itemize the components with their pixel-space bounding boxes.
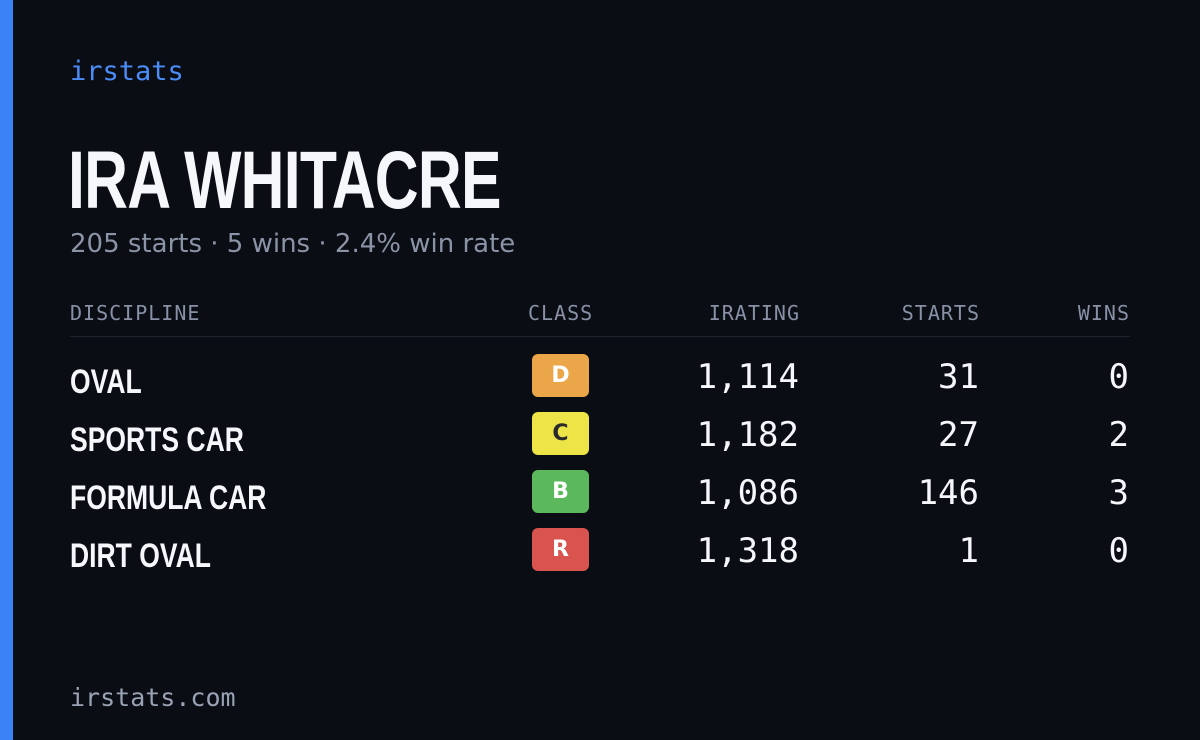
- accent-bar: [0, 0, 13, 740]
- discipline-label: DIRT OVAL: [70, 537, 211, 575]
- player-name: IRA WHITACRE: [68, 135, 501, 226]
- table-row-dirt-oval: DIRT OVAL R 1,318 1 0: [70, 528, 1130, 586]
- starts-value: 31: [938, 357, 979, 397]
- header-discipline: DISCIPLINE: [70, 301, 201, 325]
- header-irating: IRATING: [708, 301, 800, 325]
- irating-value: 1,318: [696, 531, 799, 571]
- player-summary: 205 starts · 5 wins · 2.4% win rate: [70, 229, 516, 259]
- irating-value: 1,086: [696, 473, 799, 513]
- table-row-formula-car: FORMULA CAR B 1,086 146 3: [70, 470, 1130, 528]
- irating-value: 1,114: [696, 357, 799, 397]
- wins-value: 2: [1108, 415, 1129, 455]
- header-wins: WINS: [1077, 301, 1130, 325]
- wins-value: 0: [1108, 531, 1129, 571]
- class-badge: D: [532, 354, 589, 397]
- starts-value: 146: [917, 473, 979, 513]
- irating-value: 1,182: [696, 415, 799, 455]
- discipline-label: OVAL: [70, 363, 142, 401]
- class-badge: C: [532, 412, 589, 455]
- table-header: DISCIPLINE CLASS IRATING STARTS WINS: [70, 300, 1130, 337]
- starts-value: 1: [958, 531, 979, 571]
- footer-url-link[interactable]: irstats.com: [70, 683, 236, 712]
- table-row-oval: OVAL D 1,114 31 0: [70, 354, 1130, 412]
- wins-value: 0: [1108, 357, 1129, 397]
- class-badge: R: [532, 528, 589, 571]
- table-row-sports-car: SPORTS CAR C 1,182 27 2: [70, 412, 1130, 470]
- starts-value: 27: [938, 415, 979, 455]
- wins-value: 3: [1108, 473, 1129, 513]
- header-class: CLASS: [528, 301, 594, 325]
- class-badge: B: [532, 470, 589, 513]
- discipline-label: SPORTS CAR: [70, 421, 244, 459]
- discipline-label: FORMULA CAR: [70, 479, 267, 517]
- header-starts: STARTS: [901, 301, 980, 325]
- brand-logo[interactable]: irstats: [70, 56, 184, 87]
